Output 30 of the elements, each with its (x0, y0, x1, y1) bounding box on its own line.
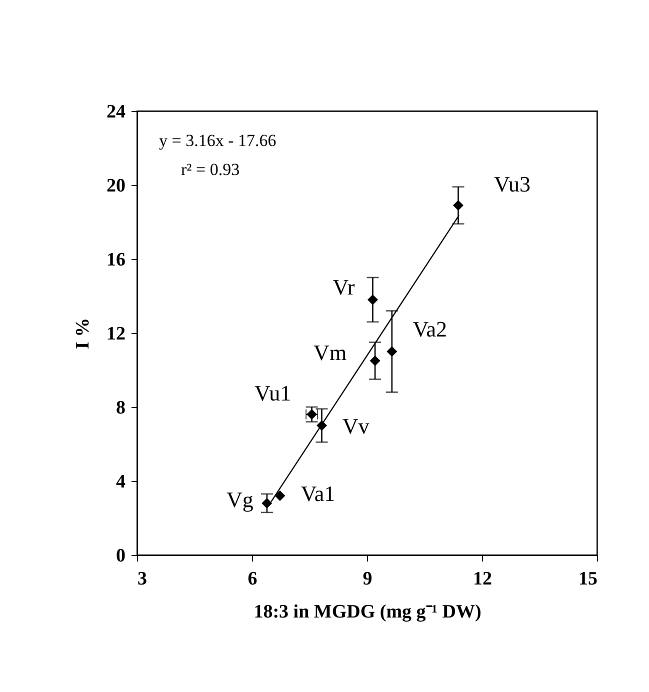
annotation: Vv (342, 414, 370, 438)
x-tick-label: 6 (248, 568, 258, 590)
annotation: y = 3.16x - 17.66 (159, 131, 276, 150)
annotation: Vr (332, 274, 356, 300)
annotation: Vm (314, 340, 347, 365)
y-tick-label: 4 (116, 472, 126, 492)
x-axis-title: 18:3 in MGDG (mg g⁻¹ DW) (254, 602, 482, 622)
annotation: Va2 (412, 316, 448, 342)
y-tick-label: 8 (116, 398, 126, 418)
y-tick-label: 20 (106, 176, 126, 196)
point (370, 356, 380, 366)
annotation: r² = 0.93 (181, 160, 240, 179)
x-tick-label: 12 (473, 568, 492, 590)
y-tick-label: 12 (106, 324, 126, 344)
x-tick-label: 15 (578, 568, 598, 590)
y-tick-label: 0 (116, 546, 126, 566)
point (274, 490, 286, 502)
x-tick-label: 3 (138, 568, 147, 590)
annotation: Vg (226, 487, 254, 512)
point (368, 294, 378, 305)
point (386, 346, 398, 357)
point (452, 200, 464, 211)
annotation: Vu3 (494, 171, 531, 196)
annotation: Va1 (300, 480, 336, 506)
y-tick-label: 24 (106, 102, 126, 122)
annotation: Vu1 (254, 380, 292, 406)
y-axis-title: I % (72, 318, 94, 350)
point (262, 498, 272, 508)
x-tick-label: 9 (362, 568, 372, 590)
y-tick-label: 16 (106, 250, 126, 270)
